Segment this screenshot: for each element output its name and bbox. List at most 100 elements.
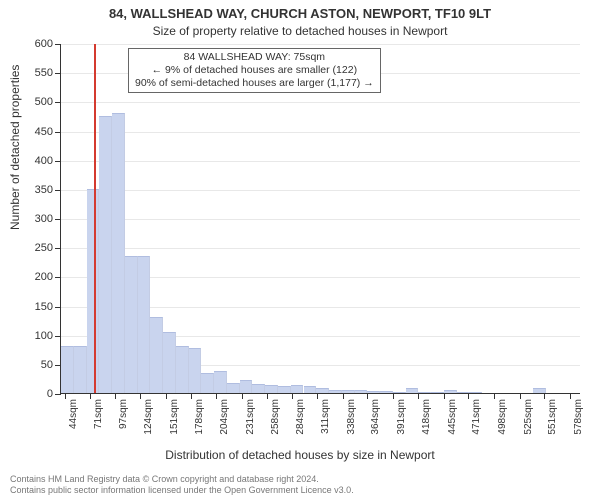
- x-tick-label: 44sqm: [68, 399, 79, 429]
- x-tick: [166, 393, 167, 399]
- x-tick: [242, 393, 243, 399]
- x-tick-label: 97sqm: [118, 399, 129, 429]
- x-tick-label: 311sqm: [320, 399, 331, 434]
- x-tick-label: 418sqm: [421, 399, 432, 435]
- x-tick-label: 471sqm: [471, 399, 482, 435]
- gridline: [61, 102, 580, 103]
- x-tick-label: 551sqm: [547, 399, 558, 435]
- y-tick-label: 250: [35, 242, 53, 254]
- x-tick: [267, 393, 268, 399]
- x-tick: [343, 393, 344, 399]
- x-axis-label: Distribution of detached houses by size …: [0, 448, 600, 462]
- x-tick-label: 284sqm: [295, 399, 306, 435]
- x-tick-label: 498sqm: [497, 399, 508, 435]
- histogram-bar: [87, 189, 100, 393]
- y-tick-label: 500: [35, 96, 53, 108]
- footer-attribution: Contains HM Land Registry data © Crown c…: [10, 474, 590, 496]
- x-tick-label: 338sqm: [346, 399, 357, 435]
- footer-line-1: Contains HM Land Registry data © Crown c…: [10, 474, 590, 485]
- histogram-bar: [252, 384, 265, 393]
- gridline: [61, 248, 580, 249]
- x-tick-label: 151sqm: [169, 399, 180, 435]
- y-tick-label: 100: [35, 330, 53, 342]
- gridline: [61, 219, 580, 220]
- histogram-bar: [406, 388, 419, 393]
- y-tick-label: 450: [35, 126, 53, 138]
- histogram-bar: [240, 380, 253, 393]
- histogram-bar: [431, 392, 444, 393]
- y-tick: [55, 161, 61, 162]
- x-tick: [393, 393, 394, 399]
- chart-title: 84, WALLSHEAD WAY, CHURCH ASTON, NEWPORT…: [0, 6, 600, 21]
- x-tick: [216, 393, 217, 399]
- x-tick: [494, 393, 495, 399]
- histogram-bar: [291, 385, 304, 393]
- histogram-bar: [329, 390, 342, 394]
- histogram-bar: [125, 256, 138, 393]
- x-tick-label: 204sqm: [219, 399, 230, 435]
- annotation-line1: 84 WALLSHEAD WAY: 75sqm: [135, 51, 374, 64]
- x-tick-label: 231sqm: [245, 399, 256, 435]
- histogram-bar: [265, 385, 278, 393]
- y-tick: [55, 336, 61, 337]
- footer-line-2: Contains public sector information licen…: [10, 485, 590, 496]
- y-axis-label: Number of detached properties: [8, 65, 22, 230]
- y-tick: [55, 307, 61, 308]
- x-tick-label: 525sqm: [523, 399, 534, 435]
- histogram-bar: [393, 392, 406, 393]
- histogram-bar: [189, 348, 202, 394]
- histogram-plot: 05010015020025030035040045050055060044sq…: [60, 44, 580, 394]
- y-tick-label: 550: [35, 67, 53, 79]
- x-tick: [418, 393, 419, 399]
- x-tick: [140, 393, 141, 399]
- reference-line: [94, 44, 96, 393]
- x-tick-label: 71sqm: [93, 399, 104, 429]
- y-tick-label: 50: [41, 359, 53, 371]
- y-tick: [55, 73, 61, 74]
- y-tick-label: 300: [35, 213, 53, 225]
- x-tick-label: 445sqm: [447, 399, 458, 435]
- gridline: [61, 161, 580, 162]
- x-tick: [65, 393, 66, 399]
- y-tick: [55, 190, 61, 191]
- x-tick: [292, 393, 293, 399]
- histogram-bar: [176, 346, 189, 393]
- y-tick-label: 600: [35, 38, 53, 50]
- gridline: [61, 190, 580, 191]
- histogram-bar: [367, 391, 380, 393]
- y-tick-label: 150: [35, 301, 53, 313]
- histogram-bar: [214, 371, 227, 393]
- x-tick-label: 124sqm: [143, 399, 154, 435]
- histogram-bar: [201, 373, 214, 393]
- histogram-bar: [61, 346, 74, 393]
- x-tick: [544, 393, 545, 399]
- y-tick-label: 400: [35, 155, 53, 167]
- y-tick: [55, 277, 61, 278]
- x-tick: [191, 393, 192, 399]
- y-tick: [55, 132, 61, 133]
- x-tick: [444, 393, 445, 399]
- y-tick: [55, 102, 61, 103]
- x-tick: [468, 393, 469, 399]
- histogram-bar: [227, 383, 240, 394]
- x-tick-label: 178sqm: [194, 399, 205, 435]
- y-tick: [55, 248, 61, 249]
- y-tick-label: 0: [47, 388, 53, 400]
- histogram-bar: [469, 392, 482, 393]
- gridline: [61, 44, 580, 45]
- histogram-bar: [278, 386, 291, 393]
- x-tick: [317, 393, 318, 399]
- x-tick-label: 364sqm: [370, 399, 381, 435]
- chart-subtitle: Size of property relative to detached ho…: [0, 24, 600, 38]
- y-tick: [55, 394, 61, 395]
- histogram-bar: [163, 332, 176, 393]
- annotation-box: 84 WALLSHEAD WAY: 75sqm← 9% of detached …: [128, 48, 381, 93]
- histogram-bar: [355, 390, 368, 394]
- annotation-line2: ← 9% of detached houses are smaller (122…: [135, 64, 374, 77]
- x-tick-label: 578sqm: [573, 399, 584, 435]
- x-tick: [115, 393, 116, 399]
- y-tick-label: 350: [35, 184, 53, 196]
- x-tick: [520, 393, 521, 399]
- histogram-bar: [74, 346, 87, 393]
- histogram-bar: [99, 116, 112, 393]
